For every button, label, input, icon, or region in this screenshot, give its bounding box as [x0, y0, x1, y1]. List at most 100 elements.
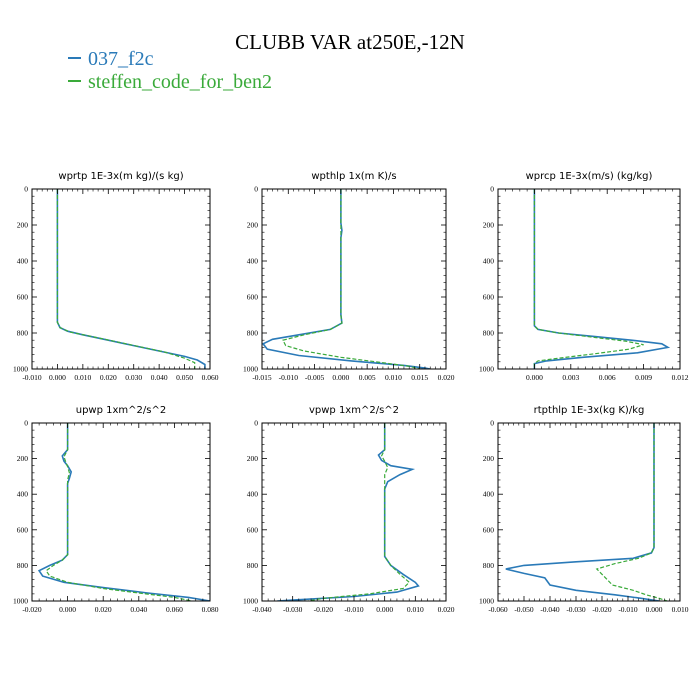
- y-tick-label: 200: [247, 221, 259, 230]
- series-line-1: [56, 189, 206, 369]
- series-line-2: [307, 423, 411, 601]
- x-tick-label: 0.005: [359, 373, 376, 382]
- y-tick-label: 600: [17, 525, 29, 534]
- y-tick-label: 1000: [13, 597, 28, 606]
- y-tick-label: 1000: [479, 365, 494, 374]
- chart-panel-5: vpwp 1xm^2/s^2 -0.040 -0.030 -0.020 -0.010 0.…: [243, 405, 455, 614]
- plot-frame: [261, 188, 447, 370]
- y-tick-label: 0: [254, 419, 258, 428]
- series-line-2: [56, 189, 196, 369]
- x-tick-label: -0.030: [283, 605, 303, 614]
- x-tick-label: -0.060: [488, 605, 508, 614]
- legend-item-1: 037_f2c: [68, 48, 154, 71]
- x-tick-label: 0.000: [376, 605, 393, 614]
- legend-label-2: steffen_code_for_ben2: [88, 71, 273, 93]
- x-tick-label: -0.040: [252, 605, 272, 614]
- x-tick-label: 0.000: [49, 373, 66, 382]
- y-tick-label: 600: [17, 293, 29, 302]
- series-line-1: [505, 423, 660, 601]
- figure-title: CLUBB VAR at250E,-12N: [235, 30, 465, 54]
- x-tick-label: 0.000: [59, 605, 76, 614]
- y-tick-label: 800: [483, 561, 495, 570]
- y-tick-label: 400: [483, 257, 495, 266]
- chart-panel-1: wprtp 1E-3x(m kg)/(s kg) -0.010 0.000 0.010…: [13, 171, 219, 382]
- y-tick-label: 600: [247, 525, 259, 534]
- y-tick-label: 800: [17, 329, 29, 338]
- y-tick-label: 200: [17, 454, 29, 463]
- x-tick-label: 0.080: [202, 605, 219, 614]
- plot-frame: [261, 422, 447, 602]
- y-tick-label: 200: [17, 221, 29, 230]
- chart-panel-2: wpthlp 1x(m K)/s -0.015 -0.010 -0.005 0.000 0…: [243, 171, 455, 382]
- y-tick-label: 800: [247, 561, 259, 570]
- series-line-1: [37, 423, 210, 601]
- x-tick-label: 0.010: [407, 605, 424, 614]
- x-tick-label: 0.009: [635, 373, 652, 382]
- y-tick-label: 400: [17, 257, 29, 266]
- x-tick-label: -0.010: [344, 605, 364, 614]
- x-tick-label: -0.020: [22, 605, 42, 614]
- y-tick-label: 1000: [13, 365, 28, 374]
- y-tick-label: 0: [24, 185, 28, 194]
- x-tick-label: 0.020: [95, 605, 112, 614]
- x-tick-label: 0.006: [599, 373, 616, 382]
- chart-panel-3: wprcp 1E-3x(m/s) (kg/kg) 0.000 0.003 0.006 0…: [479, 171, 689, 382]
- x-tick-label: 0.060: [166, 605, 183, 614]
- chart-title: vpwp 1xm^2/s^2: [309, 405, 399, 416]
- y-tick-label: 0: [24, 419, 28, 428]
- chart-panel-4: upwp 1xm^2/s^2 -0.020 0.000 0.020 0.040 0.060…: [13, 405, 219, 614]
- chart-title: rtpthlp 1E-3x(kg K)/kg: [534, 405, 645, 416]
- x-tick-label: -0.015: [252, 373, 272, 382]
- chart-title: upwp 1xm^2/s^2: [76, 405, 166, 416]
- y-tick-label: 200: [247, 454, 259, 463]
- x-tick-label: 0.010: [74, 373, 91, 382]
- legend-swatch-2: [68, 80, 81, 83]
- y-tick-label: 1000: [243, 365, 258, 374]
- x-tick-label: -0.040: [540, 605, 560, 614]
- y-tick-label: 1000: [243, 597, 258, 606]
- y-tick-label: 0: [254, 185, 258, 194]
- y-tick-label: 600: [247, 293, 259, 302]
- x-tick-label: -0.005: [305, 373, 325, 382]
- series-line-2: [595, 423, 668, 601]
- plot-frame: [31, 188, 211, 370]
- x-tick-label: -0.010: [279, 373, 299, 382]
- chart-title: wpthlp 1x(m K)/s: [311, 171, 396, 182]
- x-tick-label: -0.010: [22, 373, 42, 382]
- x-tick-label: 0.003: [562, 373, 579, 382]
- plot-frame: [31, 422, 211, 602]
- x-tick-label: 0.030: [125, 373, 142, 382]
- x-tick-label: 0.000: [646, 605, 663, 614]
- chart-title: wprtp 1E-3x(m kg)/(s kg): [58, 171, 183, 182]
- series-line-1: [277, 423, 420, 601]
- y-tick-label: 800: [483, 329, 495, 338]
- chart-panel-6: rtpthlp 1E-3x(kg K)/kg -0.060 -0.050 -0.040…: [479, 405, 689, 614]
- y-tick-label: 400: [17, 490, 29, 499]
- y-tick-label: 1000: [479, 597, 494, 606]
- y-tick-label: 200: [483, 221, 495, 230]
- x-tick-label: 0.020: [100, 373, 117, 382]
- series-line-2: [533, 189, 644, 369]
- x-tick-label: -0.020: [314, 605, 334, 614]
- x-tick-label: 0.050: [176, 373, 193, 382]
- x-tick-label: 0.040: [151, 373, 168, 382]
- y-tick-label: 200: [483, 454, 495, 463]
- x-tick-label: 0.015: [411, 373, 428, 382]
- chart-title: wprcp 1E-3x(m/s) (kg/kg): [526, 171, 653, 182]
- x-tick-label: 0.040: [130, 605, 147, 614]
- x-tick-label: 0.020: [438, 373, 455, 382]
- x-tick-label: -0.030: [566, 605, 586, 614]
- y-tick-label: 600: [483, 293, 495, 302]
- x-tick-label: -0.050: [514, 605, 534, 614]
- y-tick-label: 400: [247, 490, 259, 499]
- x-tick-label: 0.000: [526, 373, 543, 382]
- plot-frame: [497, 422, 681, 602]
- legend-item-2: steffen_code_for_ben2: [68, 71, 272, 94]
- x-tick-label: 0.010: [672, 605, 689, 614]
- series-line-1: [533, 189, 671, 369]
- x-tick-label: -0.020: [592, 605, 612, 614]
- y-tick-label: 400: [483, 490, 495, 499]
- x-tick-label: 0.010: [385, 373, 402, 382]
- x-tick-label: 0.000: [332, 373, 349, 382]
